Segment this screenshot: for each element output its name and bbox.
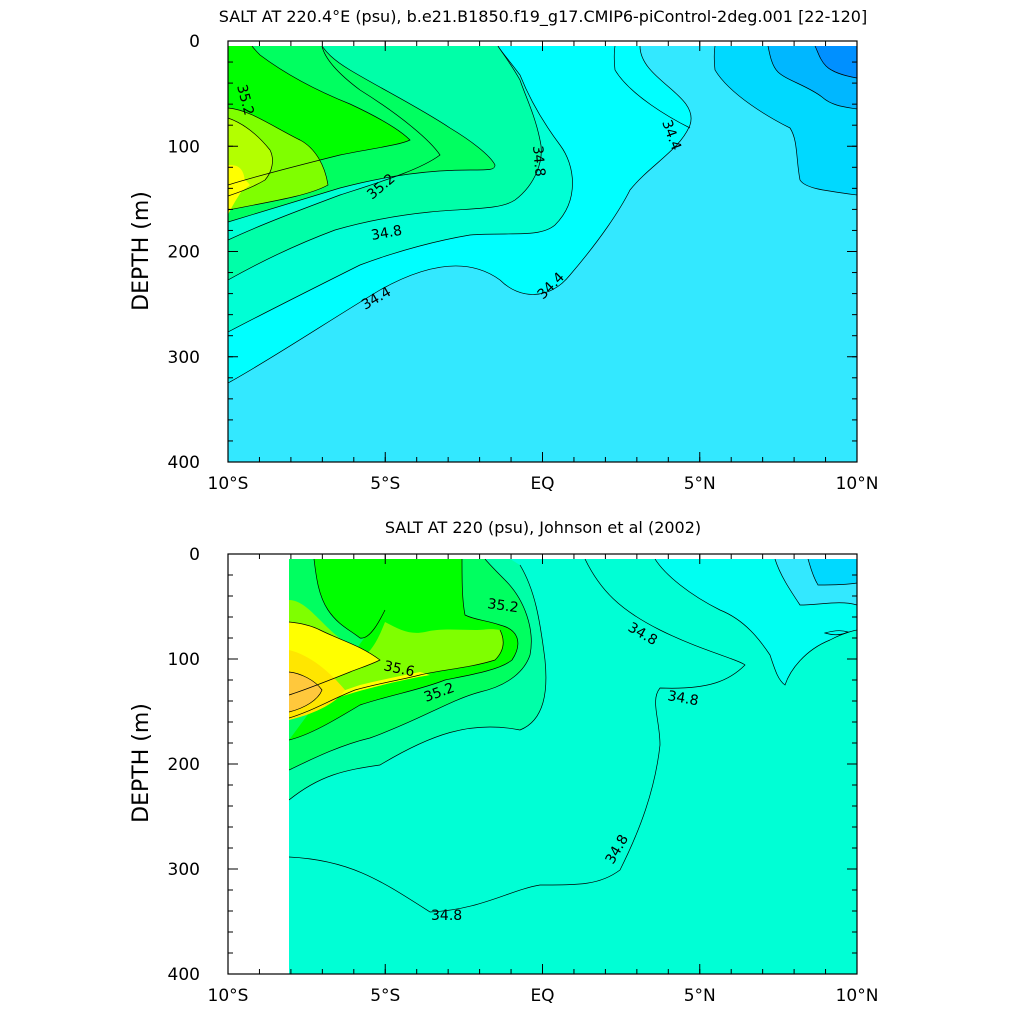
contour-line bbox=[228, 46, 573, 333]
band-35-7 bbox=[289, 650, 345, 720]
contour-line bbox=[228, 46, 542, 281]
contour-line bbox=[814, 46, 857, 79]
contour-fill bbox=[228, 46, 857, 462]
axes: 10°S 5°S EQ 5°N 10°N 0 100 200 300 400 bbox=[168, 32, 879, 494]
panel-title: SALT AT 220 (psu), Johnson et al (2002) bbox=[385, 518, 701, 537]
contour-line bbox=[289, 559, 532, 771]
contour-line bbox=[289, 559, 519, 741]
band-max bbox=[228, 172, 250, 202]
contour-line bbox=[289, 559, 746, 913]
axes: 10°S 5°S EQ 5°N 10°N 0 100 200 300 400 bbox=[168, 545, 879, 1006]
x-tick-label: 10°S bbox=[208, 474, 249, 494]
panel-title: SALT AT 220.4°E (psu), b.e21.B1850.f19_g… bbox=[219, 7, 867, 27]
contour-label: 34.8 bbox=[666, 688, 699, 709]
y-tick-label: 300 bbox=[168, 860, 200, 880]
contour-line bbox=[807, 559, 857, 586]
x-tick-label: EQ bbox=[530, 474, 554, 494]
contour-line bbox=[228, 46, 692, 384]
contour-line bbox=[228, 46, 441, 241]
x-tick-label: EQ bbox=[530, 986, 554, 1006]
contour-line bbox=[228, 117, 273, 197]
contour-line bbox=[228, 107, 329, 211]
contour-line bbox=[767, 46, 857, 110]
x-tick-label: 10°N bbox=[836, 986, 879, 1006]
contour-line bbox=[289, 564, 547, 801]
panel-observations: SALT AT 220 (psu), Johnson et al (2002) bbox=[129, 518, 878, 1006]
x-tick-label: 10°N bbox=[836, 474, 879, 494]
x-tick-label: 5°S bbox=[370, 986, 400, 1006]
band-min bbox=[815, 46, 857, 78]
contour-line bbox=[613, 46, 691, 129]
contour-line bbox=[654, 559, 857, 686]
y-tick-label: 100 bbox=[168, 137, 200, 157]
contour-label: 34.8 bbox=[529, 145, 548, 177]
y-tick-label: 400 bbox=[168, 965, 200, 985]
x-tick-label: 5°S bbox=[370, 474, 400, 494]
contour-line bbox=[774, 559, 857, 606]
contour-line bbox=[228, 46, 496, 223]
y-axis-label: DEPTH (m) bbox=[129, 703, 154, 823]
y-tick-label: 0 bbox=[189, 545, 200, 565]
y-tick-label: 0 bbox=[189, 32, 200, 52]
panel-model: SALT AT 220.4°E (psu), b.e21.B1850.f19_g… bbox=[129, 7, 878, 494]
contour-label: 35.6 bbox=[382, 658, 416, 680]
missing-data-region bbox=[229, 559, 289, 974]
y-tick-label: 200 bbox=[168, 243, 200, 263]
contour-line bbox=[228, 46, 411, 186]
contour-line bbox=[713, 46, 857, 196]
contour-label: 34.8 bbox=[431, 908, 462, 924]
contour-line bbox=[313, 559, 386, 639]
y-axis-label: DEPTH (m) bbox=[129, 191, 154, 311]
y-tick-label: 300 bbox=[168, 348, 200, 368]
contour-label: 35.2 bbox=[233, 83, 257, 117]
x-tick-label: 10°S bbox=[208, 986, 249, 1006]
contour-fill bbox=[289, 559, 857, 974]
contour-line bbox=[289, 671, 323, 713]
x-tick-label: 5°N bbox=[684, 474, 716, 494]
band-34-8 bbox=[228, 46, 542, 280]
y-tick-label: 400 bbox=[168, 453, 200, 473]
x-tick-label: 5°N bbox=[684, 986, 716, 1006]
contour-line bbox=[289, 629, 504, 719]
contour-label: 34.8 bbox=[370, 223, 403, 244]
contour-label: 35.2 bbox=[486, 596, 519, 616]
contour-line bbox=[823, 630, 849, 636]
y-tick-label: 200 bbox=[168, 755, 200, 775]
band-34-0 bbox=[808, 559, 857, 585]
contour-line bbox=[289, 621, 381, 696]
band-34-6-b bbox=[289, 559, 857, 974]
band-34-2-ne bbox=[615, 46, 857, 195]
y-tick-label: 100 bbox=[168, 650, 200, 670]
